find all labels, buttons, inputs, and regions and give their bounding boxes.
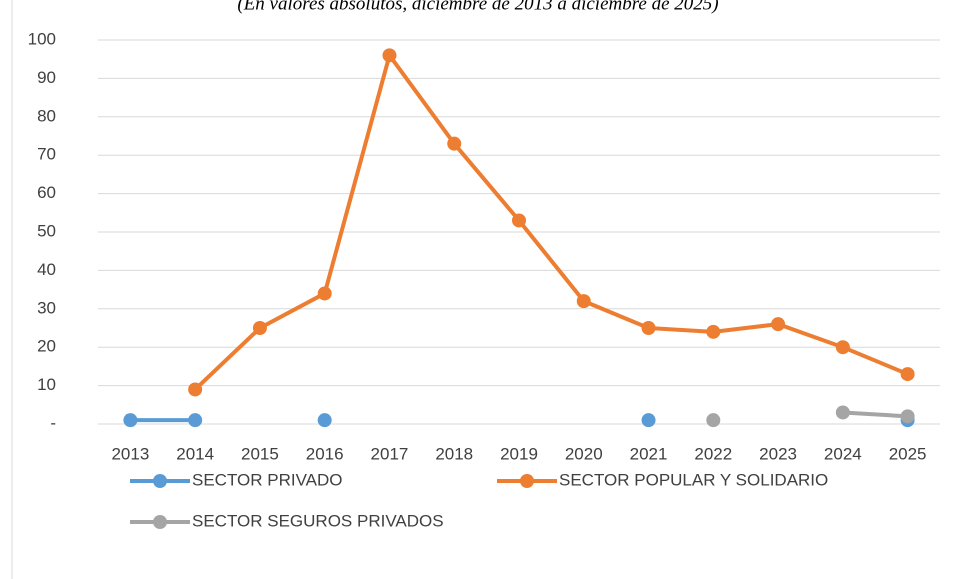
x-tick-label: 2023 xyxy=(759,444,797,463)
x-tick-label: 2016 xyxy=(306,444,344,463)
y-tick-label: 90 xyxy=(37,68,56,87)
point xyxy=(900,367,915,382)
legend-label: SECTOR PRIVADO xyxy=(192,470,343,489)
point xyxy=(512,213,526,228)
y-tick-label: 10 xyxy=(37,375,56,394)
y-tick-label: 40 xyxy=(37,260,56,279)
x-tick-label: 2021 xyxy=(630,444,668,463)
point xyxy=(188,413,203,428)
point xyxy=(706,413,721,428)
series-line xyxy=(193,53,909,391)
point xyxy=(835,340,850,355)
point xyxy=(771,317,786,332)
point xyxy=(317,286,332,301)
chart-border xyxy=(11,0,956,579)
point xyxy=(447,136,462,151)
point xyxy=(641,321,656,335)
y-tick-label: 100 xyxy=(28,29,56,48)
point xyxy=(188,382,203,397)
y-tick-label: 80 xyxy=(37,106,56,125)
x-tick-label: 2022 xyxy=(694,444,732,463)
point xyxy=(382,48,397,63)
y-tick-label: 30 xyxy=(37,298,56,317)
y-tick-label: 60 xyxy=(37,183,56,202)
x-tick-label: 2014 xyxy=(176,444,214,463)
legend-label: SECTOR POPULAR Y SOLIDARIO xyxy=(559,470,828,489)
chart-subtitle: (En valores absolutos, diciembre de 2013… xyxy=(237,0,718,14)
point xyxy=(641,413,656,428)
legend-label: SECTOR SEGUROS PRIVADOS xyxy=(192,511,444,530)
y-tick-label: 70 xyxy=(37,145,56,164)
legend-marker xyxy=(153,474,167,488)
y-tick-label: 50 xyxy=(37,221,56,240)
x-tick-label: 2017 xyxy=(371,444,409,463)
point xyxy=(706,324,721,339)
x-tick-label: 2024 xyxy=(824,444,862,463)
point xyxy=(576,294,591,309)
point xyxy=(835,405,850,420)
legend-marker xyxy=(520,474,534,488)
x-tick-label: 2015 xyxy=(241,444,279,463)
series-line xyxy=(842,410,908,419)
x-tick-label: 2019 xyxy=(500,444,538,463)
y-tick-label: - xyxy=(50,413,56,432)
x-tick-label: 2018 xyxy=(435,444,473,463)
x-tick-label: 2013 xyxy=(111,444,149,463)
point xyxy=(252,321,267,335)
x-tick-label: 2025 xyxy=(889,444,927,463)
legend-marker xyxy=(153,515,167,529)
point xyxy=(123,413,138,428)
point xyxy=(900,409,915,424)
y-tick-label: 20 xyxy=(37,337,56,356)
point xyxy=(317,413,332,428)
x-tick-label: 2020 xyxy=(565,444,603,463)
